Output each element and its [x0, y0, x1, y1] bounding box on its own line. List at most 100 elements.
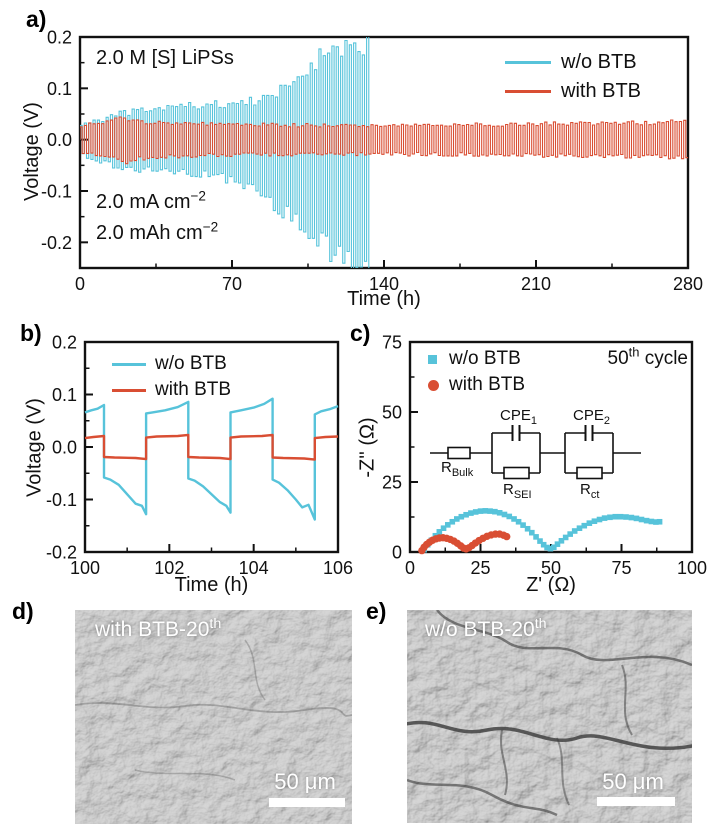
data-point [477, 508, 484, 514]
y-tick-label: 25 [382, 473, 402, 493]
y-tick-label: 0 [392, 543, 402, 563]
panel-a-xlabel: Time (h) [347, 288, 421, 310]
legend-label: with BTB [561, 80, 642, 102]
x-tick-label: 140 [369, 274, 399, 294]
legend-label: w/o BTB [155, 353, 227, 374]
x-tick-label: 210 [521, 274, 551, 294]
data-point [562, 534, 569, 541]
circuit-label-rsei: RSEI [503, 481, 532, 501]
legend-item-with-btb: with BTB [428, 372, 525, 398]
data-point [458, 513, 465, 520]
series-with-btb [80, 116, 688, 165]
data-point [540, 541, 547, 548]
data-point [628, 514, 635, 521]
x-tick-label: 102 [154, 558, 184, 578]
data-point [638, 516, 645, 523]
crack-line [556, 737, 570, 806]
series-with-btb [84, 433, 339, 461]
y-tick-label: -0.2 [46, 543, 77, 563]
cyan-line-swatch [112, 362, 146, 366]
circuit-loop-1 [491, 432, 541, 474]
data-point [468, 510, 474, 516]
data-point [607, 514, 613, 521]
cyan-line-swatch [505, 61, 551, 64]
resistor-rct [576, 466, 603, 480]
crack-line [407, 720, 692, 751]
red-line-swatch [112, 388, 146, 392]
data-point [503, 532, 511, 541]
data-point [544, 544, 550, 551]
plot-frame [78, 35, 690, 270]
series-with-btb [418, 530, 511, 555]
data-point [440, 525, 447, 531]
data-point [601, 515, 608, 521]
legend-item-with-btb: with BTB [505, 77, 641, 106]
panel-d-label: d) [12, 598, 34, 624]
y-tick-label: 0.0 [47, 130, 72, 150]
plot-frame [83, 340, 340, 554]
x-tick-label: 0 [405, 558, 415, 578]
legend-item-wo-btb: w/o BTB [505, 48, 641, 77]
data-point [656, 518, 663, 525]
data-point [537, 538, 543, 544]
data-point [454, 516, 460, 522]
sem-e-caption: w/o BTB-20th [425, 616, 547, 641]
legend-item-with-btb: with BTB [112, 377, 231, 403]
data-point [558, 538, 565, 544]
y-tick-label: 0.1 [52, 385, 77, 405]
data-point [653, 519, 659, 525]
data-point [571, 528, 578, 534]
crack-line [75, 702, 352, 717]
data-point [567, 531, 573, 537]
red-circle-marker [428, 379, 439, 391]
equivalent-circuit-inset [430, 425, 641, 480]
data-point [524, 525, 531, 532]
data-point [520, 522, 526, 528]
y-tick-label: 50 [382, 403, 402, 423]
current-density-annotation: 2.0 mA cm−2 [96, 188, 206, 213]
sem-texture [75, 610, 352, 824]
x-tick-label: 0 [75, 274, 85, 294]
data-point [648, 518, 655, 525]
panel-c-ylabel: -Z'' (Ω) [356, 417, 379, 478]
resistor-rsei [503, 466, 530, 480]
sem-d-scalebar [269, 798, 345, 807]
data-point [463, 511, 469, 518]
y-tick-label: 0.2 [52, 333, 77, 353]
data-point [643, 517, 650, 524]
data-point [506, 513, 513, 520]
data-point [576, 525, 583, 531]
electrolyte-annotation: 2.0 M [S] LiPSs [96, 47, 234, 69]
sem-image-with-btb [75, 610, 352, 824]
series-w-o-btb [84, 397, 339, 521]
data-point [444, 522, 451, 528]
data-point [633, 515, 640, 522]
x-tick-label: 100 [677, 558, 707, 578]
sem-d-caption: with BTB-20th [95, 616, 222, 641]
data-point [515, 518, 522, 525]
data-point [492, 508, 498, 515]
data-point [449, 518, 456, 525]
data-point [551, 544, 557, 551]
y-tick-label: -0.2 [41, 233, 72, 253]
areal-capacity-annotation: 2.0 mAh cm−2 [96, 219, 219, 244]
panel-e-label: e) [366, 598, 387, 624]
legend-item-wo-btb: w/o BTB [112, 351, 231, 377]
y-tick-label: 0.2 [47, 28, 72, 48]
sem-e-scalebar-label: 50 μm [602, 769, 664, 794]
panel-c-legend: w/o BTB with BTB [428, 346, 525, 398]
legend-label: with BTB [449, 374, 526, 395]
plot-frame [408, 340, 694, 554]
crack-line [621, 664, 633, 736]
resistor-rbulk [447, 446, 471, 460]
circuit-label-rct: Rct [580, 481, 599, 501]
panel-b-label: b) [20, 320, 42, 346]
y-tick-label: 0.1 [47, 79, 72, 99]
crack-line [134, 769, 236, 781]
crack-lines [75, 639, 352, 781]
panel-b-xlabel: Time (h) [174, 574, 249, 596]
data-point [511, 516, 517, 522]
panel-a-label: a) [26, 6, 47, 32]
data-point [623, 514, 629, 520]
